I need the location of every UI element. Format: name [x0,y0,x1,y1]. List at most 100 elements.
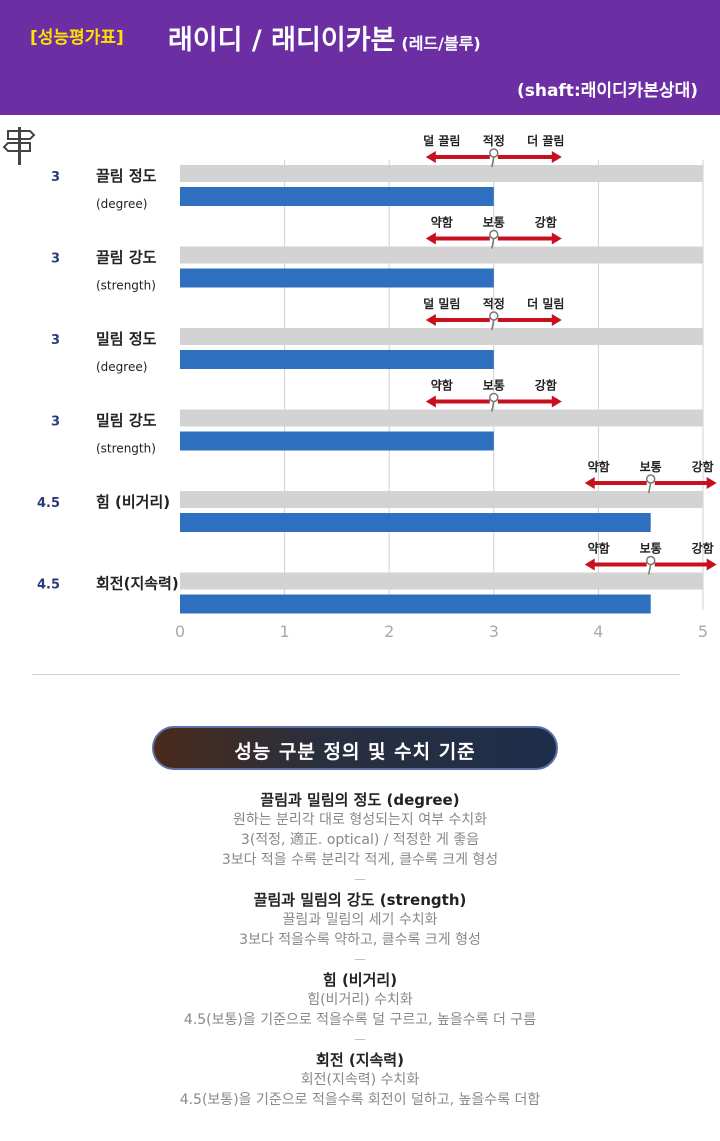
x-tick-label: 3 [489,622,499,641]
scale-high-label: 강함 [535,378,557,393]
definition-line: 4.5(보통)을 기준으로 적을수록 회전이 덜하고, 높을수록 더함 [179,1092,541,1108]
signpost-icon-board-top [7,130,36,140]
scale-low-label: 약함 [431,378,453,393]
definition-banner: 성능 구분 정의 및 수치 기준 [152,726,558,770]
pin-icon-needle [491,156,495,168]
left-arrow-head [584,558,595,571]
left-arrow-head [425,232,436,245]
row-label: 끌림 정도 [96,167,157,185]
scale-high-label: 더 밀림 [527,296,564,311]
right-arrow-head [551,395,562,408]
pin-icon [489,148,499,158]
definition-line: 끌림과 밀림의 세기 수치화 [282,912,438,928]
scale-low-label: 덜 끌림 [423,134,460,148]
definition-title: 힘 (비거리) [322,971,398,989]
background-bar [180,165,703,182]
right-arrow-head [551,232,562,245]
shaft-note: (shaft:래이디카본상대) [516,81,698,101]
banner-label: 성능 구분 정의 및 수치 기준 [234,741,476,763]
x-tick-label: 1 [280,622,290,641]
definition-title: 회전 (지속력) [316,1051,404,1069]
pin-icon [645,555,656,566]
title-variant: (레드/블루) [401,34,481,53]
x-tick-label: 5 [698,622,708,641]
row-label: 끌림 강도 [96,249,157,267]
definition-line: 힘(비거리) 수치화 [307,992,413,1008]
row-sublabel: (strength) [96,279,156,293]
background-bar [180,572,703,590]
header-tag: [성능평가표] [30,28,124,48]
signpost-icon [18,127,21,165]
pin-icon [489,392,499,403]
definition-title: 끌림과 밀림의 정도 (degree) [260,791,460,809]
scale-high-label: 강함 [535,215,557,230]
row-sublabel: (degree) [96,360,147,374]
pin-icon-needle [491,401,495,412]
definition-line: 회전(지속력) 수치화 [300,1072,420,1088]
definition-line: 3보다 적을수록 약하고, 클수록 크게 형성 [239,932,481,948]
score-label: 3 [51,415,60,430]
definition-line: 3보다 적을 수록 분리각 적게, 클수록 크게 형성 [221,852,499,868]
scale-low-label: 약함 [588,541,610,556]
definition-line: 4.5(보통)을 기준으로 적을수록 덜 구르고, 높을수록 더 구름 [183,1012,537,1028]
pin-icon-needle [647,482,652,494]
row-label: 힘 (비거리) [96,493,170,511]
row-label: 밀림 강도 [96,412,157,430]
score-label: 3 [51,170,60,185]
scale-low-label: 약함 [431,215,453,230]
scale-low-label: 덜 밀림 [423,297,460,311]
pin-icon [645,474,656,484]
pin-icon-needle [647,564,652,575]
header-bar: [성능평가표] 래이디 / 래디이카본 (레드/블루) (shaft:래이디카본상… [0,0,720,115]
pin-icon-needle [491,319,495,331]
definition-separator: — [354,872,366,886]
left-arrow-head [425,151,436,163]
right-arrow-head [551,314,562,326]
scale-mid-label: 보통 [483,215,505,230]
performance-chart: 0 1 2 3 4 53 끌림 정도(degree)덜 끌림 적정 더 끌림3 끌림 강도(str… [2,127,717,641]
scale-mid-label: 보통 [640,541,662,556]
scale-high-label: 강함 [692,459,714,474]
definition-separator: — [354,1032,366,1046]
right-arrow-head [706,558,717,571]
value-bar [180,187,494,206]
background-bar [180,328,703,345]
pin-icon [489,229,499,240]
right-arrow-head [706,477,717,489]
scale-mid-label: 보통 [640,459,662,474]
value-bar [180,431,494,451]
signpost-icon-board-bottom [2,142,31,152]
scale-mid-label: 적정 [483,296,505,311]
scale-mid-label: 보통 [483,378,505,393]
value-bar [180,350,494,369]
background-bar [180,246,703,264]
scale-high-label: 강함 [692,541,714,556]
pin-icon-needle [491,238,495,249]
left-arrow-head [425,314,436,326]
row-sublabel: (degree) [96,197,147,211]
value-bar [180,594,651,614]
left-arrow-head [584,477,595,489]
row-sublabel: (strength) [96,442,156,456]
definition-line: 원하는 분리각 대로 형성되는지 여부 수치화 [232,812,488,828]
row-label: 밀림 정도 [96,330,157,348]
x-tick-label: 4 [593,622,603,641]
scale-high-label: 더 끌림 [527,133,564,148]
definitions-section: 끌림과 밀림의 정도 (degree) 원하는 분리각 대로 형성되는지 여부 수… [0,788,720,1110]
background-bar [180,409,703,427]
definition-separator: — [354,952,366,966]
right-arrow-head [551,151,562,163]
score-label: 4.5 [37,496,60,511]
row-label: 회전(지속력) [96,575,179,593]
value-bar [180,513,651,532]
value-bar [180,268,494,288]
pin-icon [489,311,499,321]
score-label: 3 [51,333,60,348]
scale-low-label: 약함 [588,459,610,474]
score-label: 3 [51,252,60,267]
title-main: 래이디 / 래디이카본 [168,25,396,56]
x-tick-label: 0 [175,622,185,641]
background-bar [180,491,703,508]
score-label: 4.5 [37,578,60,593]
section-divider [32,674,680,675]
